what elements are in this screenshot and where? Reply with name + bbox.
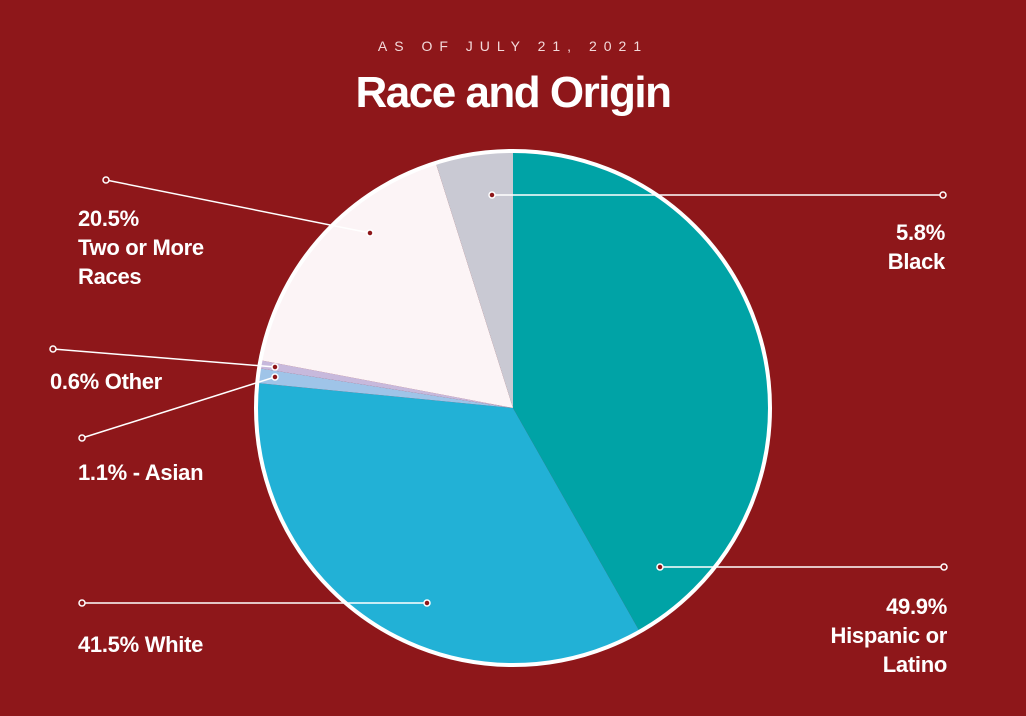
slice-label: 20.5% Two or More Races <box>78 204 238 291</box>
slice-label: 1.1% - Asian <box>78 458 204 487</box>
category-label: Other <box>104 369 162 394</box>
category-label: Black <box>887 249 946 274</box>
leader-dot <box>366 229 374 237</box>
value-label: 0.6% <box>50 369 99 394</box>
slice-label: 41.5% White <box>78 630 203 659</box>
value-label: 49.9% <box>886 594 947 619</box>
leader-line <box>52 348 276 368</box>
slice-label: 5.8% Black <box>825 218 946 276</box>
subtitle: AS OF JULY 21, 2021 <box>377 38 649 54</box>
leader-dot <box>78 434 86 442</box>
category-label: Hispanic or Latino <box>830 623 947 677</box>
category-label: Asian <box>144 460 204 485</box>
pie-slice <box>260 162 513 408</box>
leader-dot <box>488 191 496 199</box>
pie-border <box>254 149 772 667</box>
leader-dot <box>78 599 86 607</box>
leader-dot <box>940 563 948 571</box>
chart-title: Race and Origin <box>355 68 672 117</box>
leader-line <box>81 376 276 439</box>
leader-dot <box>271 373 279 381</box>
leader-dot <box>939 191 947 199</box>
category-label: Two or More Races <box>78 235 204 289</box>
category-label: White <box>144 632 204 657</box>
leader-dot <box>102 176 110 184</box>
leader-dot <box>271 363 279 371</box>
leader-line <box>105 179 371 234</box>
pie-slice <box>257 368 513 408</box>
pie-slice <box>259 360 513 408</box>
leader-dot <box>49 345 57 353</box>
slice-label: 0.6% Other <box>50 367 162 396</box>
pie-slice <box>435 151 513 408</box>
value-label: 20.5% <box>78 206 139 231</box>
slice-label: 49.9% Hispanic or Latino <box>777 592 947 679</box>
leader-dot <box>423 599 431 607</box>
value-label: 5.8% <box>896 220 945 245</box>
pie-slice <box>255 383 640 665</box>
value-label: 1.1% - <box>78 460 140 485</box>
pie-slice <box>513 151 770 632</box>
leader-dot <box>656 563 664 571</box>
value-label: 41.5% <box>78 632 139 657</box>
